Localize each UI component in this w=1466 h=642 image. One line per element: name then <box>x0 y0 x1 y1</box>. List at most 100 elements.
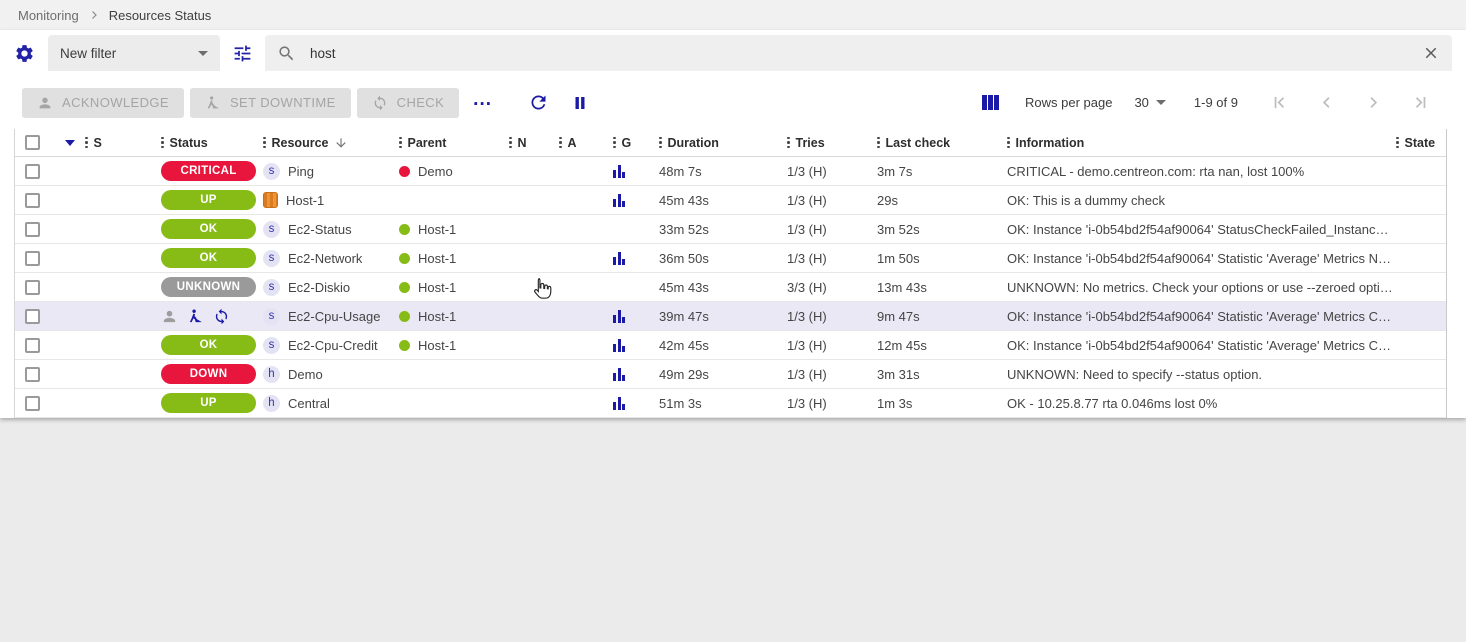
resource-name[interactable]: Central <box>288 395 330 411</box>
more-actions-button[interactable]: ... <box>473 88 493 110</box>
parent-name[interactable]: Host-1 <box>418 279 457 295</box>
column-header-n[interactable]: N <box>509 129 559 156</box>
column-header-status[interactable]: Status <box>161 129 263 156</box>
drag-dots-icon[interactable] <box>1396 136 1399 149</box>
row-select-cell <box>15 302 51 330</box>
check-button[interactable]: CHECK <box>356 87 460 118</box>
table-row[interactable]: CRITICAL s Ping Demo 48m 7s 1/3 (H) 3m 7s CRITI… <box>15 157 1446 186</box>
severity-cell <box>85 360 161 388</box>
resource-name[interactable]: Ping <box>288 163 315 179</box>
prev-page-button[interactable] <box>1303 93 1350 112</box>
parent-name[interactable]: Host-1 <box>418 221 457 237</box>
filter-select[interactable]: New filter <box>48 35 220 71</box>
service-icon: s <box>263 220 280 238</box>
drag-dots-icon[interactable] <box>877 136 880 149</box>
next-page-button[interactable] <box>1350 93 1397 112</box>
row-acknowledge-button[interactable] <box>161 308 178 325</box>
drag-dots-icon[interactable] <box>399 136 402 149</box>
graph-icon[interactable] <box>613 338 625 352</box>
drag-dots-icon[interactable] <box>613 136 616 149</box>
column-header-g[interactable]: G <box>613 129 659 156</box>
parent-name[interactable]: Host-1 <box>418 308 457 324</box>
graph-icon[interactable] <box>613 193 625 207</box>
parent-name[interactable]: Demo <box>418 163 453 179</box>
column-header-s[interactable]: S <box>85 129 161 156</box>
graph-icon[interactable] <box>613 367 625 381</box>
search-input[interactable] <box>310 45 1422 61</box>
drag-dots-icon[interactable] <box>659 136 662 149</box>
drag-dots-icon[interactable] <box>1007 136 1010 149</box>
row-checkbox[interactable] <box>25 221 40 237</box>
breadcrumb-monitoring[interactable]: Monitoring <box>18 7 79 23</box>
resource-name[interactable]: Ec2-Diskio <box>288 279 351 295</box>
graph-icon[interactable] <box>613 396 625 410</box>
last-page-button[interactable] <box>1397 93 1444 112</box>
row-checkbox[interactable] <box>25 250 40 266</box>
tries-cell: 1/3 (H) <box>787 215 877 243</box>
row-checkbox[interactable] <box>25 163 40 179</box>
table-row[interactable]: UP h Central 51m 3s 1/3 (H) 1m 3s OK - 10.25.8… <box>15 389 1446 418</box>
columns-icon[interactable] <box>982 95 999 110</box>
drag-dots-icon[interactable] <box>559 136 562 149</box>
last-check-cell: 12m 45s <box>877 331 1007 359</box>
refresh-button[interactable] <box>528 92 549 113</box>
parent-cell: Host-1 <box>399 331 509 359</box>
drag-dots-icon[interactable] <box>787 136 790 149</box>
row-checkbox[interactable] <box>25 395 40 411</box>
table-row[interactable]: UP Host-1 45m 43s 1/3 (H) 29s OK: This is a d… <box>15 186 1446 215</box>
resource-name[interactable]: Ec2-Status <box>288 221 352 237</box>
duration-cell: 45m 43s <box>659 273 787 301</box>
chevron-down-icon[interactable] <box>65 139 75 146</box>
row-checkbox[interactable] <box>25 308 40 324</box>
graph-icon[interactable] <box>613 164 625 178</box>
rows-per-page-select[interactable]: 30 <box>1134 95 1166 110</box>
parent-name[interactable]: Host-1 <box>418 337 457 353</box>
chevron-left-icon <box>1322 97 1330 108</box>
column-header-tries[interactable]: Tries <box>787 129 877 156</box>
column-header-state[interactable]: State <box>1396 129 1446 156</box>
column-header-duration[interactable]: Duration <box>659 129 787 156</box>
drag-dots-icon[interactable] <box>509 136 512 149</box>
column-header-a[interactable]: A <box>559 129 613 156</box>
graph-icon[interactable] <box>613 309 625 323</box>
row-checkbox[interactable] <box>25 279 40 295</box>
row-checkbox[interactable] <box>25 366 40 382</box>
column-header-last-check[interactable]: Last check <box>877 129 1007 156</box>
column-header-parent[interactable]: Parent <box>399 129 509 156</box>
row-checkbox[interactable] <box>25 192 40 208</box>
resource-name[interactable]: Host-1 <box>286 192 325 208</box>
row-select-cell <box>15 215 51 243</box>
resource-name[interactable]: Ec2-Cpu-Usage <box>288 308 381 324</box>
table-row[interactable]: UNKNOWN s Ec2-Diskio Host-1 45m 43s 3/3 (H) 13… <box>15 273 1446 302</box>
acknowledged-cell <box>559 186 613 214</box>
column-header-resource[interactable]: Resource <box>263 129 399 156</box>
resource-name[interactable]: Ec2-Cpu-Credit <box>288 337 378 353</box>
table-row[interactable]: OK s Ec2-Network Host-1 36m 50s 1/3 (H) 1m 50s… <box>15 244 1446 273</box>
parent-status-dot <box>399 252 410 264</box>
table-row[interactable]: OK s Ec2-Status Host-1 33m 52s 1/3 (H) 3m 52s O… <box>15 215 1446 244</box>
column-header-information[interactable]: Information <box>1007 129 1396 156</box>
pause-button[interactable] <box>571 94 589 112</box>
row-checkbox[interactable] <box>25 337 40 353</box>
filter-settings-button[interactable] <box>14 43 35 64</box>
set-downtime-button[interactable]: SET DOWNTIME <box>189 87 351 118</box>
resource-name[interactable]: Demo <box>288 366 323 382</box>
column-header-label: State <box>1404 135 1436 150</box>
drag-dots-icon[interactable] <box>161 136 164 149</box>
drag-dots-icon[interactable] <box>85 136 88 149</box>
advanced-filter-button[interactable] <box>232 43 253 64</box>
table-row[interactable]: OK s Ec2-Cpu-Credit Host-1 42m 45s 1/3 (H) 12m… <box>15 331 1446 360</box>
acknowledge-button[interactable]: ACKNOWLEDGE <box>22 87 184 118</box>
select-all-checkbox[interactable] <box>25 135 40 150</box>
clear-search-button[interactable] <box>1422 44 1440 62</box>
table-row[interactable]: s Ec2-Cpu-Usage Host-1 39m 47s 1/3 (H) 9m 47s… <box>15 302 1446 331</box>
parent-name[interactable]: Host-1 <box>418 250 457 266</box>
row-set-downtime-button[interactable] <box>187 308 204 325</box>
drag-dots-icon[interactable] <box>263 136 266 149</box>
table-row[interactable]: DOWN h Demo 49m 29s 1/3 (H) 3m 31s UNKNOWN: Ne… <box>15 360 1446 389</box>
row-check-button[interactable] <box>213 308 230 325</box>
first-page-button[interactable] <box>1256 93 1303 112</box>
resource-name[interactable]: Ec2-Network <box>288 250 363 266</box>
severity-cell <box>85 157 161 185</box>
graph-icon[interactable] <box>613 251 625 265</box>
